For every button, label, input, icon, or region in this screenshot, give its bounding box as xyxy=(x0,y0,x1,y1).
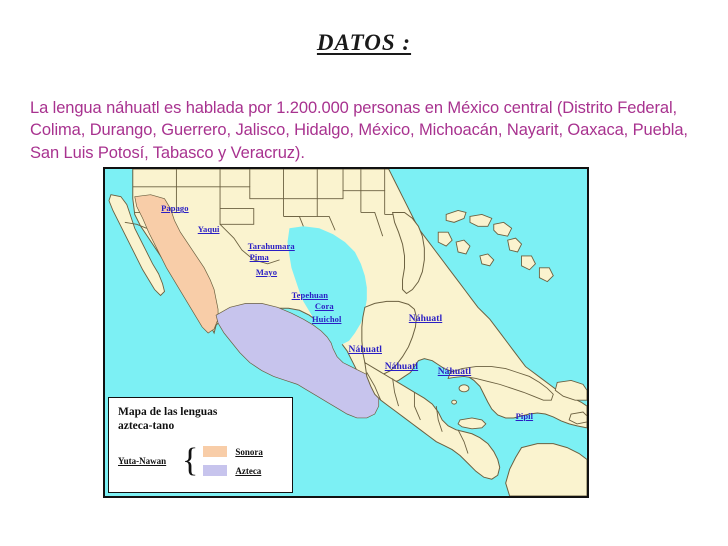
central-america xyxy=(364,361,501,480)
map-label-yaqui-1: Yaqui xyxy=(197,224,220,235)
legend-swatch-azteca xyxy=(203,465,228,476)
legend-title-line1: Mapa de las lenguas xyxy=(118,406,218,418)
puerto-rico-island xyxy=(568,411,587,425)
map-label-tepehuan-5: Tepehuan xyxy=(291,289,329,300)
map-label-mayo-4: Mayo xyxy=(255,267,278,277)
map-label-tarahumara-2: Tarahumara xyxy=(247,240,295,251)
legend-item-list: Sonora Azteca xyxy=(203,446,263,476)
map-legend: Mapa de las lenguas azteca-tano Yuta-Naw… xyxy=(108,397,293,493)
map-label-nhuatl-10: Náhuatl xyxy=(384,361,419,372)
map-label-nhuatl-8: Náhuatl xyxy=(408,314,443,325)
south-america-tip xyxy=(505,443,587,496)
legend-title: Mapa de las lenguas azteca-tano xyxy=(118,405,278,433)
central-america-borders xyxy=(366,372,469,454)
legend-title-line2: azteca-tano xyxy=(118,420,175,432)
legend-label-azteca: Azteca xyxy=(235,465,262,476)
page-title: DATOS : xyxy=(0,30,728,56)
map-label-nhuatl-11: Náhuatl xyxy=(437,366,472,377)
legend-brace-glyph: { xyxy=(182,442,199,479)
language-map-figure: .land { fill: #faf3cf; stroke: #6b6040; … xyxy=(103,167,589,498)
legend-rows: Yuta-Nawan { Sonora Azteca xyxy=(118,442,290,479)
legend-item-azteca: Azteca xyxy=(203,465,263,476)
baja-california-peninsula xyxy=(108,194,166,297)
gulf-of-mexico xyxy=(287,226,367,345)
sonora-language-area xyxy=(134,194,219,334)
legend-label-sonora: Sonora xyxy=(235,446,263,457)
map-label-pipil-12: Pipil xyxy=(515,410,534,421)
jamaica-island xyxy=(457,417,487,430)
us-state-borders xyxy=(132,169,403,265)
hispaniola-island xyxy=(554,379,587,401)
yucatan-peninsula xyxy=(361,300,417,375)
map-label-cora-6: Cora xyxy=(314,301,334,312)
map-label-pima-3: Pima xyxy=(249,252,269,263)
map-label-huichol-7: Huichol xyxy=(311,314,342,325)
legend-family-label: Yuta-Nawan xyxy=(118,456,167,466)
baja-inner-border xyxy=(124,221,147,229)
body-paragraph: La lengua náhuatl es hablada por 1.200.0… xyxy=(30,98,688,162)
map-label-nhuatl-9: Náhuatl xyxy=(348,345,382,356)
bahamas-islands xyxy=(437,210,554,283)
legend-item-sonora: Sonora xyxy=(203,446,263,457)
legend-swatch-sonora xyxy=(203,446,228,457)
page-title-text: DATOS : xyxy=(316,30,412,55)
small-island-a xyxy=(458,384,470,393)
map-label-papago-0: Papago xyxy=(161,203,189,214)
cuba-island xyxy=(447,366,554,401)
florida-peninsula xyxy=(392,211,425,295)
small-island-b xyxy=(451,399,457,405)
